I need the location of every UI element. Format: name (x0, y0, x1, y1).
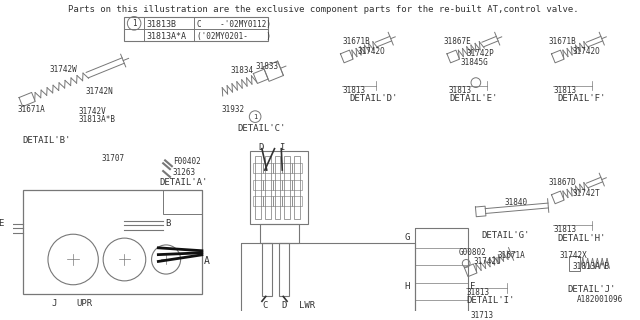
Text: 31845G: 31845G (460, 58, 488, 67)
Text: 31813: 31813 (554, 226, 577, 235)
Bar (23, 189, 202, 294)
Text: 31742O: 31742O (573, 47, 600, 56)
Text: DETAIL'E': DETAIL'E' (450, 94, 498, 103)
Text: 31742X: 31742X (559, 251, 587, 260)
Text: 31813: 31813 (466, 288, 490, 297)
Text: 31742P: 31742P (466, 49, 494, 58)
Bar (569, 256, 580, 271)
Text: E: E (0, 219, 3, 228)
Text: Parts on this illustration are the exclusive component parts for the re-built AT: Parts on this illustration are the exclu… (68, 5, 578, 14)
Text: D: D (281, 301, 287, 310)
Text: DETAIL'I': DETAIL'I' (466, 296, 515, 305)
Bar (260, 224, 299, 243)
Bar (255, 156, 261, 219)
Text: DETAIL'F': DETAIL'F' (557, 94, 605, 103)
Bar (253, 180, 263, 189)
Text: 31742N: 31742N (86, 87, 113, 96)
Text: 31813: 31813 (342, 85, 365, 94)
Text: C: C (262, 301, 268, 310)
Bar (253, 196, 263, 206)
Bar (415, 228, 468, 320)
Text: 31742O: 31742O (358, 47, 385, 56)
Bar (273, 180, 282, 189)
Text: 31263: 31263 (173, 168, 196, 177)
Text: 31834: 31834 (231, 66, 254, 75)
Text: 31932: 31932 (221, 105, 244, 114)
Text: 31707: 31707 (101, 154, 124, 163)
Text: 31867E: 31867E (444, 37, 472, 46)
Text: 31813: 31813 (554, 85, 577, 94)
Text: 31813: 31813 (449, 85, 472, 94)
Text: B: B (165, 219, 170, 228)
Text: 31671A: 31671A (497, 251, 525, 260)
Bar (241, 243, 415, 320)
Bar (273, 163, 282, 173)
Text: 31671A: 31671A (18, 105, 45, 114)
Text: 31742U: 31742U (474, 257, 502, 266)
Bar (262, 243, 271, 296)
Bar (292, 163, 301, 173)
Bar (163, 189, 202, 214)
Bar (263, 163, 273, 173)
Bar (253, 163, 263, 173)
Text: 31833: 31833 (255, 62, 278, 71)
Bar (282, 163, 292, 173)
Text: 31813A*A: 31813A*A (147, 32, 187, 41)
Bar (279, 243, 289, 296)
Text: F: F (470, 282, 476, 291)
Text: 31813B: 31813B (147, 20, 177, 29)
Text: H: H (404, 282, 410, 291)
Text: 31742T: 31742T (573, 188, 600, 197)
Text: UPR: UPR (76, 299, 92, 308)
Bar (124, 18, 268, 41)
Text: DETAIL'B': DETAIL'B' (23, 136, 71, 145)
Text: 31671B: 31671B (548, 37, 576, 46)
Text: 31713: 31713 (470, 311, 493, 320)
Text: 31813A*B: 31813A*B (79, 115, 116, 124)
Text: DETAIL'H': DETAIL'H' (557, 234, 605, 243)
Text: 31813A*B: 31813A*B (573, 262, 610, 271)
Text: G: G (404, 233, 410, 242)
Text: F00402: F00402 (173, 157, 200, 166)
Text: A182001096: A182001096 (577, 295, 623, 304)
Bar (263, 196, 273, 206)
Text: DETAIL'J': DETAIL'J' (568, 285, 616, 294)
Text: 31867D: 31867D (548, 178, 576, 187)
Text: DETAIL'C': DETAIL'C' (237, 124, 286, 133)
Bar (292, 196, 301, 206)
Text: C    -'02MY0112): C -'02MY0112) (197, 20, 271, 29)
Text: D: D (258, 143, 264, 152)
Text: DETAIL'G': DETAIL'G' (482, 231, 530, 240)
Bar (273, 196, 282, 206)
Text: I: I (279, 143, 285, 152)
Text: 31840: 31840 (505, 198, 528, 207)
Bar (282, 180, 292, 189)
Text: 31742V: 31742V (79, 107, 107, 116)
Text: DETAIL'A': DETAIL'A' (159, 178, 207, 187)
Text: 31671B: 31671B (342, 37, 370, 46)
Text: 1: 1 (132, 19, 136, 28)
Bar (263, 180, 273, 189)
Text: J: J (52, 299, 57, 308)
Text: A: A (204, 256, 210, 266)
Bar (250, 151, 308, 224)
Bar (294, 156, 300, 219)
Text: 1: 1 (253, 114, 257, 120)
Text: G00802: G00802 (458, 248, 486, 257)
Bar (284, 156, 290, 219)
Text: DETAIL'D': DETAIL'D' (349, 94, 397, 103)
Bar (265, 156, 271, 219)
Bar (292, 180, 301, 189)
Bar (275, 156, 280, 219)
Text: ('02MY0201-    ): ('02MY0201- ) (197, 32, 271, 41)
Bar (282, 196, 292, 206)
Text: 31742W: 31742W (50, 65, 77, 74)
Text: LWR: LWR (299, 301, 315, 310)
